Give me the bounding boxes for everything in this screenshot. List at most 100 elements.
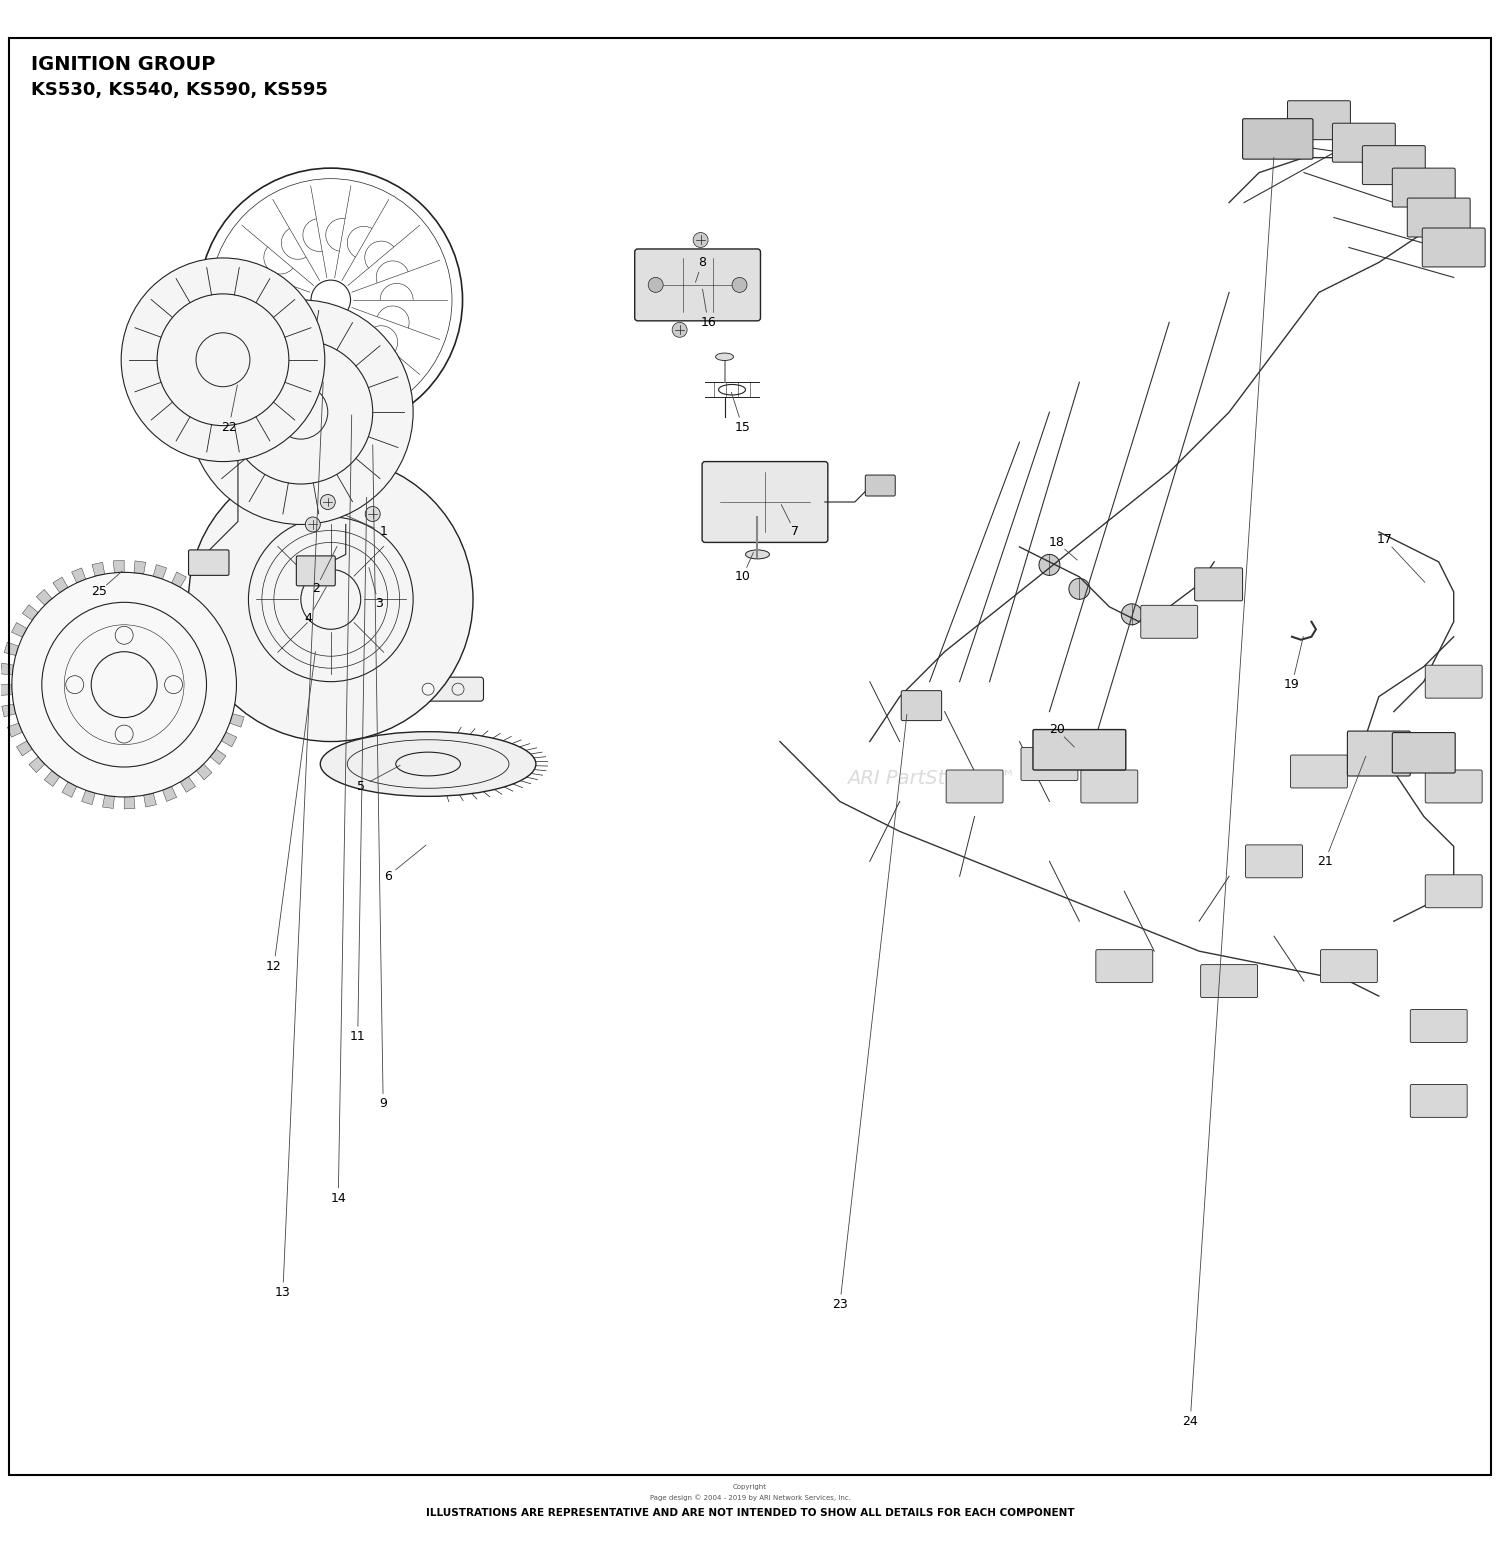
FancyBboxPatch shape <box>1096 949 1154 983</box>
Text: 20: 20 <box>1048 724 1065 736</box>
Circle shape <box>306 517 321 532</box>
Circle shape <box>364 506 380 522</box>
Polygon shape <box>144 793 156 807</box>
FancyBboxPatch shape <box>1034 730 1126 770</box>
Polygon shape <box>72 568 86 583</box>
Polygon shape <box>62 782 76 798</box>
Polygon shape <box>92 562 105 576</box>
Text: 16: 16 <box>700 316 715 329</box>
Polygon shape <box>388 645 448 701</box>
Ellipse shape <box>354 438 396 452</box>
FancyBboxPatch shape <box>1142 605 1197 639</box>
Polygon shape <box>230 657 285 717</box>
FancyBboxPatch shape <box>865 475 895 495</box>
Polygon shape <box>36 589 52 605</box>
Text: 12: 12 <box>266 960 282 972</box>
Circle shape <box>12 572 237 796</box>
Circle shape <box>1070 579 1090 599</box>
Text: 7: 7 <box>790 526 800 539</box>
Text: 22: 22 <box>220 421 237 434</box>
Ellipse shape <box>746 549 770 559</box>
Text: 15: 15 <box>735 421 750 434</box>
Polygon shape <box>411 572 472 599</box>
Polygon shape <box>180 776 195 792</box>
Polygon shape <box>346 460 386 523</box>
Polygon shape <box>332 680 358 742</box>
FancyBboxPatch shape <box>1410 1009 1467 1043</box>
Polygon shape <box>2 704 15 717</box>
FancyBboxPatch shape <box>1245 846 1302 878</box>
Polygon shape <box>189 583 204 599</box>
Text: 25: 25 <box>92 585 106 599</box>
Polygon shape <box>303 457 332 518</box>
FancyBboxPatch shape <box>1410 1085 1467 1117</box>
Polygon shape <box>363 668 410 731</box>
Text: 9: 9 <box>380 1097 387 1111</box>
Circle shape <box>1122 603 1143 625</box>
Text: 23: 23 <box>833 1298 848 1312</box>
FancyBboxPatch shape <box>1425 875 1482 907</box>
FancyBboxPatch shape <box>297 555 336 586</box>
Polygon shape <box>0 663 13 674</box>
Circle shape <box>648 278 663 292</box>
Text: 5: 5 <box>357 779 364 793</box>
Text: 6: 6 <box>384 870 392 883</box>
Circle shape <box>693 233 708 247</box>
Polygon shape <box>28 756 45 773</box>
Polygon shape <box>81 790 94 805</box>
Text: Copyright: Copyright <box>734 1484 766 1491</box>
Text: 2: 2 <box>312 582 320 596</box>
Polygon shape <box>8 724 22 738</box>
Polygon shape <box>4 642 18 656</box>
Polygon shape <box>171 572 186 588</box>
Polygon shape <box>45 770 60 787</box>
FancyBboxPatch shape <box>1320 949 1377 983</box>
Polygon shape <box>16 741 32 756</box>
Polygon shape <box>12 622 27 637</box>
Text: IGNITION GROUP: IGNITION GROUP <box>32 56 216 74</box>
Ellipse shape <box>354 489 381 500</box>
Circle shape <box>122 258 326 461</box>
Polygon shape <box>216 614 232 628</box>
Polygon shape <box>204 597 219 613</box>
FancyBboxPatch shape <box>946 770 1004 802</box>
Polygon shape <box>236 674 249 685</box>
Polygon shape <box>102 795 114 809</box>
FancyBboxPatch shape <box>1362 145 1425 185</box>
Polygon shape <box>162 787 177 801</box>
Polygon shape <box>192 545 255 583</box>
FancyBboxPatch shape <box>702 461 828 543</box>
FancyBboxPatch shape <box>902 691 942 721</box>
Polygon shape <box>200 631 262 677</box>
Polygon shape <box>232 653 246 665</box>
Text: ILLUSTRATIONS ARE REPRESENTATIVE AND ARE NOT INTENDED TO SHOW ALL DETAILS FOR EA: ILLUSTRATIONS ARE REPRESENTATIVE AND ARE… <box>426 1508 1074 1518</box>
Polygon shape <box>196 764 211 779</box>
Circle shape <box>672 322 687 338</box>
Polygon shape <box>134 560 146 574</box>
Ellipse shape <box>321 731 536 796</box>
Circle shape <box>321 494 336 509</box>
FancyBboxPatch shape <box>1290 755 1347 788</box>
Polygon shape <box>22 605 38 620</box>
Polygon shape <box>53 577 68 593</box>
Text: 3: 3 <box>375 597 382 611</box>
FancyBboxPatch shape <box>1425 665 1482 697</box>
FancyBboxPatch shape <box>1407 198 1470 238</box>
Polygon shape <box>210 748 226 764</box>
Text: 19: 19 <box>1284 679 1300 691</box>
Circle shape <box>732 278 747 292</box>
Text: 18: 18 <box>1048 535 1065 549</box>
Polygon shape <box>399 522 462 568</box>
Polygon shape <box>222 731 237 747</box>
FancyBboxPatch shape <box>1392 168 1455 207</box>
Text: 8: 8 <box>698 256 706 268</box>
FancyBboxPatch shape <box>1332 123 1395 162</box>
Polygon shape <box>189 599 250 626</box>
Ellipse shape <box>364 441 386 449</box>
Text: 1: 1 <box>380 526 387 539</box>
Polygon shape <box>252 468 300 531</box>
FancyBboxPatch shape <box>634 248 760 321</box>
FancyBboxPatch shape <box>189 549 230 576</box>
Text: 11: 11 <box>350 1031 366 1043</box>
Text: 14: 14 <box>330 1191 346 1205</box>
